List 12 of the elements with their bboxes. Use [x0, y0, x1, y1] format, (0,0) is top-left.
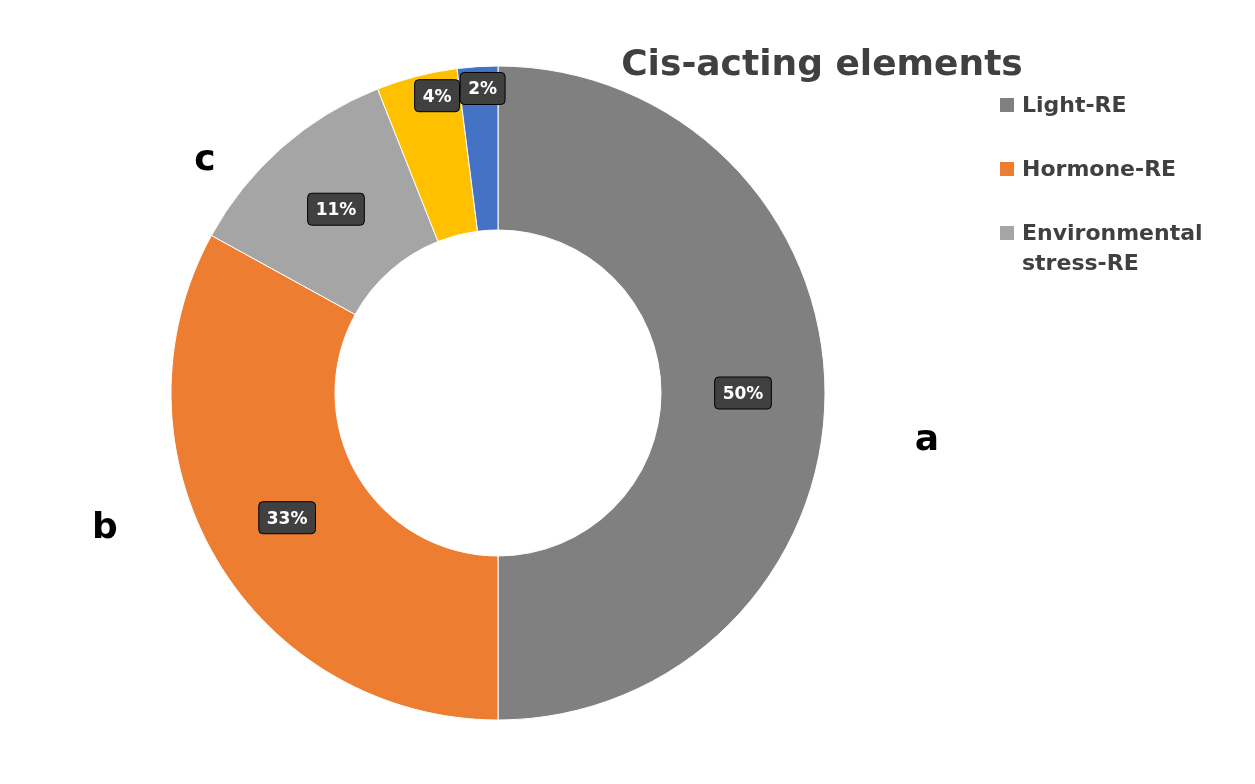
data-label: 33%: [266, 507, 308, 528]
legend-label: Hormone-RE: [1022, 156, 1177, 181]
data-label: 2%: [468, 78, 498, 99]
text: a: [914, 417, 940, 458]
data-label: 50%: [722, 383, 764, 403]
chart-title: Cis-acting elements: [621, 42, 1023, 83]
text: c: [194, 137, 216, 178]
text: b: [92, 505, 118, 546]
legend-label: Environmental stress-RE: [1022, 220, 1203, 275]
data-label: 4%: [422, 85, 452, 106]
legend-label: Light-RE: [1022, 92, 1127, 117]
data-label: 11%: [315, 199, 357, 220]
